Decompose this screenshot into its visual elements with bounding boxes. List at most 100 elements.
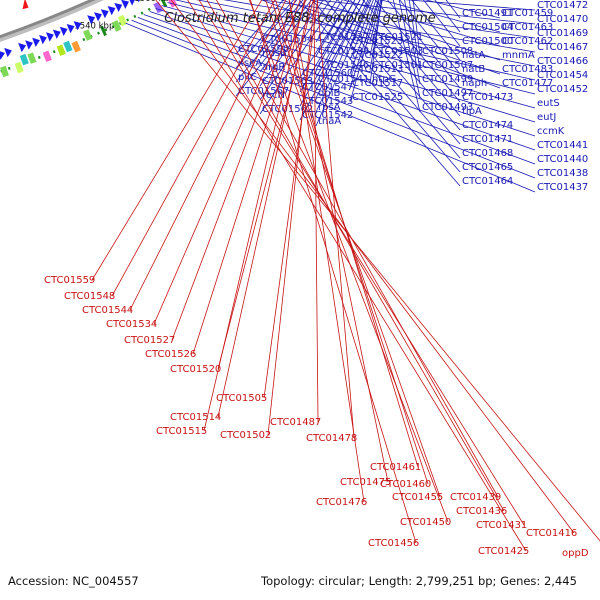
forward-gene-arrow [73, 21, 82, 31]
reverse-gene-label: CTC01527 [124, 335, 175, 346]
reverse-gene-label: CTC01559 [44, 275, 95, 286]
feature-block [42, 50, 52, 63]
forward-leader-line [412, 0, 421, 57]
forward-gene-label: CTC01471 [462, 134, 513, 145]
forward-gene-arrow [32, 37, 40, 47]
feature-block [63, 40, 73, 53]
forward-gene-label: dpiB [318, 88, 340, 99]
reverse-gene-label: CTC01439 [450, 492, 501, 503]
reverse-gene-label: CTC01514 [170, 412, 221, 423]
forward-gene-label: CTC01463 [502, 22, 553, 33]
reverse-gene-label: CTC01476 [316, 497, 367, 508]
forward-leader-line [369, 0, 382, 43]
forward-leader-line [167, 2, 536, 95]
forward-leader-line [313, 0, 536, 25]
reverse-leader-line [275, 0, 419, 468]
forward-gene-arrow [137, 0, 140, 3]
forward-leader-line [369, 0, 383, 57]
feature-block [82, 29, 93, 41]
reverse-gene-label: CTC01455 [392, 492, 443, 503]
reverse-gene-label: CTC01515 [156, 426, 207, 437]
forward-leader-line [399, 0, 461, 75]
forward-gene-label: mnmA [502, 50, 535, 61]
reverse-gene-label: CTC01526 [145, 349, 196, 360]
forward-gene-label: CTC01521 [372, 32, 423, 43]
forward-gene-arrow [94, 12, 102, 22]
feature-block [71, 40, 81, 53]
feature-block [56, 44, 66, 56]
forward-gene-arrow [4, 47, 12, 58]
forward-gene-label: recN [262, 90, 285, 101]
forward-gene-label: CTC01470 [537, 14, 588, 25]
forward-gene-label: CTC01468 [462, 148, 513, 159]
forward-leader-line [404, 0, 421, 85]
forward-gene-arrow [114, 3, 123, 12]
forward-gene-label: CTC01469 [537, 28, 588, 39]
forward-gene-label: CTC01523 [352, 36, 403, 47]
forward-gene-label: CTC01517 [352, 78, 403, 89]
gene-feature-track [0, 0, 178, 78]
forward-leader-line [161, 5, 536, 109]
forward-leader-line [337, 0, 461, 145]
forward-leader-line [349, 0, 380, 103]
forward-gene-label: eutJ [537, 112, 556, 123]
reverse-gene-label: CTC01461 [370, 462, 421, 473]
forward-gene-label: CTC01507 [422, 60, 473, 71]
forward-gene-label: CTC01465 [462, 162, 513, 173]
forward-leader-line [260, 0, 501, 89]
forward-gene-arrow [25, 40, 33, 50]
forward-gene-label: CTC01562 [262, 104, 313, 115]
forward-gene-label: CTC01454 [537, 70, 588, 81]
reverse-leader-line [198, 0, 525, 526]
forward-leader-line [424, 0, 501, 19]
feature-block [0, 65, 9, 78]
reverse-gene-label: CTC01544 [82, 305, 133, 316]
forward-leader-line [387, 0, 461, 89]
reverse-leader-line [129, 0, 287, 311]
forward-gene-label: CTC01491 [462, 8, 513, 19]
forward-leader-line [404, 0, 536, 11]
forward-gene-label: eutS [537, 98, 560, 109]
forward-gene-label: CTC01546 [318, 60, 369, 71]
forward-gene-label: CTC01438 [537, 168, 588, 179]
forward-gene-label: CTC01440 [537, 154, 588, 165]
forward-gene-label: CTC01542 [302, 110, 353, 121]
forward-leader-line [259, 0, 338, 115]
reverse-leader-line [316, 0, 355, 439]
reverse-gene-label: CTC01450 [400, 517, 451, 528]
forward-gene-label: CTC01503 [372, 46, 423, 57]
forward-gene-label: CTC01497 [422, 88, 473, 99]
forward-leader-line [398, 0, 421, 99]
forward-gene-label: CTC01452 [537, 84, 588, 95]
forward-leader-line [315, 0, 369, 113]
reverse-leader-line [288, 0, 389, 483]
reverse-gene-label: CTC01431 [476, 520, 527, 531]
forward-gene-label: CTC01437 [537, 182, 588, 193]
reverse-leader-line [111, 0, 276, 297]
reverse-gene-label: CTC01475 [340, 477, 391, 488]
forward-gene-label: CTC01477 [502, 78, 553, 89]
forward-leader-line [379, 0, 501, 33]
forward-gene-label: CTC01500 [462, 36, 513, 47]
forward-leader-line [392, 0, 421, 113]
forward-gene-label: CTC01522 [352, 50, 403, 61]
forward-gene-label: CTC01508 [422, 46, 473, 57]
reverse-gene-label: CTC01548 [64, 291, 115, 302]
forward-leader-line [223, 0, 536, 53]
reverse-strand-labels: CTC01559 CTC01548 CTC01544 CTC01534 CTC01527… [44, 0, 600, 559]
reverse-leader-line [192, 0, 307, 355]
scale-tick-label: 1540 kbp [74, 21, 114, 31]
reverse-leader-line [267, 0, 316, 436]
forward-gene-label: CTC01472 [537, 0, 588, 11]
forward-gene-label: CTC01543 [302, 96, 353, 107]
forward-leader-line [422, 0, 461, 47]
forward-gene-label: tnaA [318, 116, 341, 127]
forward-leader-line [349, 0, 377, 75]
forward-leader-line [155, 8, 536, 123]
forward-leader-line [259, 0, 536, 39]
reverse-gene-label: CTC01502 [220, 430, 271, 441]
forward-gene-label: xseA [238, 58, 262, 69]
forward-gene-label: natA [462, 50, 485, 61]
forward-gene-arrow [107, 6, 116, 16]
